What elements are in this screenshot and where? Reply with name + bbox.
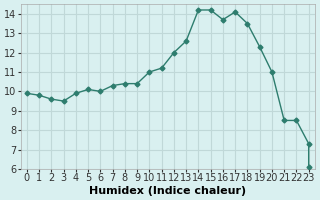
X-axis label: Humidex (Indice chaleur): Humidex (Indice chaleur) [89, 186, 246, 196]
